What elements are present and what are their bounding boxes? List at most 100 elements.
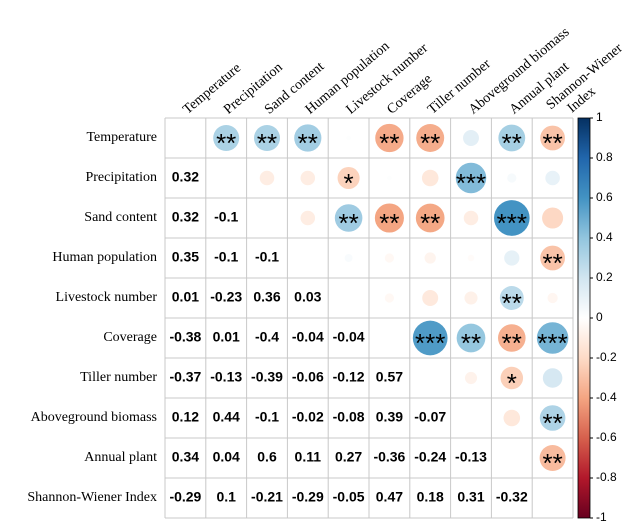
corr-circle <box>300 210 316 226</box>
row-label: Sand content <box>84 210 157 225</box>
corr-circle <box>344 254 353 262</box>
significance-stars: *** <box>497 208 527 238</box>
value-label: 0.57 <box>376 369 403 385</box>
value-label: -0.29 <box>169 489 201 505</box>
value-label: -0.06 <box>292 369 324 385</box>
corr-circle <box>498 124 526 152</box>
value-label: -0.23 <box>210 289 242 305</box>
corr-circle <box>253 124 281 152</box>
significance-stars: * <box>344 168 354 198</box>
corr-circle <box>547 292 558 304</box>
significance-stars: ** <box>298 128 318 158</box>
value-label: -0.1 <box>214 249 238 265</box>
value-label: 0.18 <box>417 489 444 505</box>
row-label: Tiller number <box>80 370 157 385</box>
corr-circle <box>545 170 560 186</box>
significance-stars: ** <box>379 128 399 158</box>
value-label: -0.02 <box>292 409 324 425</box>
corr-circle <box>507 173 517 183</box>
colorbar-tick-label: 0.8 <box>596 150 613 164</box>
value-label: -0.1 <box>214 209 238 225</box>
significance-stars: ** <box>542 248 562 278</box>
corr-circle <box>504 250 520 266</box>
corr-circle <box>334 204 363 232</box>
significance-stars: ** <box>420 128 440 158</box>
value-label: 0.11 <box>295 449 322 465</box>
value-label: 0.31 <box>457 489 484 505</box>
row-label: Aboveground biomass <box>31 410 157 425</box>
value-label: 0.39 <box>376 409 403 425</box>
value-label: 0.32 <box>172 169 199 185</box>
corr-circle <box>421 169 439 187</box>
value-label: -0.12 <box>333 369 365 385</box>
corr-circle <box>493 200 530 236</box>
value-label: -0.24 <box>414 449 446 465</box>
corr-circle <box>375 123 404 153</box>
corr-circle <box>542 368 563 388</box>
row-label: Human population <box>52 250 157 265</box>
corr-circle <box>455 162 487 194</box>
value-label: 0.36 <box>253 289 280 305</box>
value-label: -0.04 <box>292 329 324 345</box>
corr-circle <box>337 166 360 190</box>
value-label: -0.05 <box>333 489 365 505</box>
value-label: -0.32 <box>496 489 528 505</box>
value-label: -0.04 <box>333 329 365 345</box>
corr-circle <box>503 409 521 427</box>
value-label: -0.4 <box>255 329 279 345</box>
colorbar-tick-label: 1 <box>596 110 603 124</box>
value-label: -0.1 <box>255 409 279 425</box>
row-label: Livestock number <box>56 290 158 305</box>
value-label: 0.03 <box>294 289 321 305</box>
corr-circle <box>416 124 445 152</box>
significance-stars: *** <box>456 168 486 198</box>
corr-circle <box>294 124 322 152</box>
significance-stars: ** <box>257 128 277 158</box>
corr-circle <box>463 210 479 226</box>
value-label: -0.08 <box>333 409 365 425</box>
row-label: Precipitation <box>85 170 157 185</box>
row-label: Temperature <box>86 130 157 145</box>
corr-circle <box>412 320 448 356</box>
corr-circle <box>499 286 524 310</box>
corr-circle <box>500 366 524 390</box>
value-label: 0.04 <box>213 449 240 465</box>
colorbar-tick-label: 0.4 <box>596 230 613 244</box>
corr-circle <box>346 135 351 141</box>
value-label: 0.32 <box>172 209 199 225</box>
significance-stars: ** <box>542 128 562 158</box>
significance-stars: *** <box>415 328 445 358</box>
corr-circle <box>374 203 404 233</box>
corr-circle <box>464 371 478 385</box>
row-label: Coverage <box>103 330 157 345</box>
significance-stars: ** <box>502 288 522 318</box>
corr-circle <box>536 322 569 354</box>
corr-circle <box>384 253 394 263</box>
value-label: -0.38 <box>169 329 201 345</box>
colorbar-tick-label: -0.8 <box>596 470 617 484</box>
significance-stars: ** <box>420 208 440 238</box>
corr-circle <box>540 125 565 151</box>
value-label: -0.07 <box>414 409 446 425</box>
value-label: 0.12 <box>172 409 199 425</box>
corr-circle <box>415 203 445 233</box>
significance-stars: ** <box>216 128 236 158</box>
colorbar-tick-label: -0.2 <box>596 350 617 364</box>
corr-circle <box>213 124 240 152</box>
corr-circle <box>424 252 436 264</box>
colorbar <box>577 117 591 519</box>
corr-circle <box>539 405 566 431</box>
colorbar-tick-label: 0 <box>596 310 603 324</box>
value-label: -0.37 <box>169 369 201 385</box>
value-label: -0.39 <box>251 369 283 385</box>
corr-circle <box>422 290 439 306</box>
value-label: -0.13 <box>455 449 487 465</box>
corr-circle <box>464 291 478 305</box>
corr-circle <box>498 324 526 352</box>
significance-stars: ** <box>502 128 522 158</box>
value-label: -0.1 <box>255 249 279 265</box>
value-label: 0.01 <box>213 329 240 345</box>
colorbar-tick-label: 0.6 <box>596 190 613 204</box>
value-label: -0.29 <box>292 489 324 505</box>
corr-circle <box>463 130 479 146</box>
